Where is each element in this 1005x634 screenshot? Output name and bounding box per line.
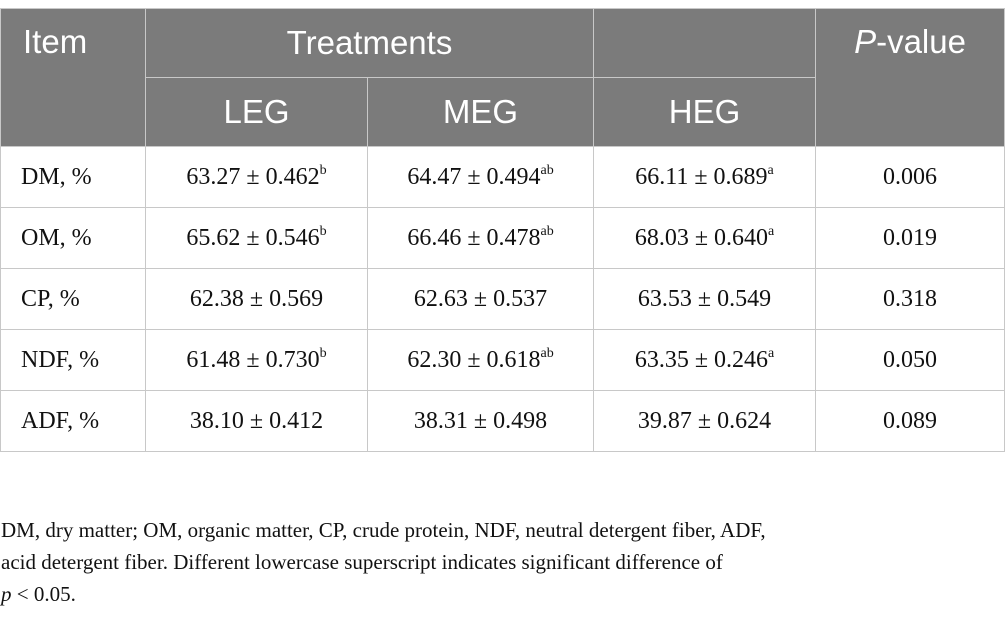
footnote-line-2: acid detergent fiber. Different lowercas… — [1, 550, 723, 574]
cell-value: 63.53 ± 0.549 — [637, 285, 772, 312]
row-label: OM, % — [0, 207, 146, 269]
cell-value: 62.30 ± 0.618 — [407, 346, 541, 373]
footnote-line-3: p < 0.05. — [1, 578, 1001, 610]
leg-header: LEG — [145, 77, 368, 147]
footnote-line-3-rest: < 0.05. — [11, 582, 76, 606]
cell-value: 66.46 ± 0.478 — [407, 224, 541, 251]
leg-cell: 62.38 ± 0.569 — [145, 268, 368, 330]
cell-superscript: a — [767, 345, 775, 361]
cell-superscript: a — [767, 223, 775, 239]
cell-value: 68.03 ± 0.640 — [634, 224, 768, 251]
table-row: ADF, % 38.10 ± 0.412 38.31 ± 0.498 39.87… — [0, 390, 1005, 452]
cell-superscript: ab — [540, 223, 554, 239]
table-row: NDF, % 61.48 ± 0.730b 62.30 ± 0.618ab 63… — [0, 329, 1005, 391]
leg-cell: 65.62 ± 0.546b — [145, 207, 368, 269]
footnote-line-1: DM, dry matter; OM, organic matter, CP, … — [1, 518, 766, 542]
table-row: CP, % 62.38 ± 0.569 62.63 ± 0.537 63.53 … — [0, 268, 1005, 330]
cell-value: 65.62 ± 0.546 — [186, 224, 320, 251]
pvalue-rest: -value — [876, 23, 966, 60]
cell-value: 38.10 ± 0.412 — [189, 407, 324, 434]
pvalue-cell: 0.050 — [815, 329, 1005, 391]
table-header: Item Treatments P-value LEG MEG HEG — [0, 8, 1005, 147]
row-label: ADF, % — [0, 390, 146, 452]
pvalue-cell: 0.006 — [815, 146, 1005, 208]
meg-header: MEG — [366, 77, 595, 147]
item-column-header: Item — [0, 8, 146, 147]
heg-cell: 63.35 ± 0.246a — [593, 329, 817, 391]
heg-cell: 39.87 ± 0.624 — [593, 390, 817, 452]
pvalue-cell: 0.019 — [815, 207, 1005, 269]
pvalue-cell: 0.089 — [815, 390, 1005, 452]
treatments-header: Treatments — [144, 8, 595, 78]
table-footnote: DM, dry matter; OM, organic matter, CP, … — [1, 514, 1001, 610]
footnote-italic-p: p — [1, 582, 12, 606]
heg-cell: 68.03 ± 0.640a — [593, 207, 817, 269]
row-label: DM, % — [0, 146, 146, 208]
leg-cell: 38.10 ± 0.412 — [145, 390, 368, 452]
cell-superscript: ab — [540, 345, 554, 361]
cell-value: 62.38 ± 0.569 — [189, 285, 324, 312]
cell-superscript: ab — [540, 162, 554, 178]
leg-cell: 63.27 ± 0.462b — [145, 146, 368, 208]
cell-value: 62.63 ± 0.537 — [413, 285, 548, 312]
cell-superscript: b — [319, 162, 327, 178]
cell-superscript: a — [767, 162, 774, 178]
row-label: NDF, % — [0, 329, 146, 391]
heg-cell: 66.11 ± 0.689a — [593, 146, 817, 208]
heg-cell: 63.53 ± 0.549 — [593, 268, 817, 330]
header-row-2: LEG MEG HEG — [1, 77, 1005, 147]
leg-cell: 61.48 ± 0.730b — [145, 329, 368, 391]
cell-value: 61.48 ± 0.730 — [186, 346, 320, 373]
heg-header: HEG — [593, 77, 817, 147]
cell-superscript: b — [319, 345, 327, 361]
blank-header-cell — [593, 8, 817, 78]
meg-cell: 38.31 ± 0.498 — [366, 390, 595, 452]
meg-cell: 62.63 ± 0.537 — [366, 268, 595, 330]
table-row: OM, % 65.62 ± 0.546b 66.46 ± 0.478ab 68.… — [0, 207, 1005, 269]
meg-cell: 66.46 ± 0.478ab — [366, 207, 595, 269]
meg-cell: 64.47 ± 0.494ab — [366, 146, 595, 208]
cell-value: 39.87 ± 0.624 — [637, 407, 772, 434]
table-body: DM, % 63.27 ± 0.462b 64.47 ± 0.494ab 66.… — [0, 146, 1005, 452]
cell-value: 66.11 ± 0.689 — [635, 163, 768, 190]
header-row-1: Item Treatments P-value — [0, 8, 1005, 147]
row-label: CP, % — [0, 268, 146, 330]
cell-superscript: b — [319, 223, 327, 239]
meg-cell: 62.30 ± 0.618ab — [366, 329, 595, 391]
cell-value: 63.27 ± 0.462 — [186, 163, 320, 190]
cell-value: 63.35 ± 0.246 — [634, 346, 768, 373]
table-row: DM, % 63.27 ± 0.462b 64.47 ± 0.494ab 66.… — [0, 146, 1005, 208]
cell-value: 64.47 ± 0.494 — [407, 163, 541, 190]
pvalue-column-header: P-value — [815, 8, 1005, 147]
pvalue-italic-p: P — [854, 23, 877, 60]
cell-value: 38.31 ± 0.498 — [413, 407, 548, 434]
pvalue-cell: 0.318 — [815, 268, 1005, 330]
results-table: Item Treatments P-value LEG MEG HEG DM, … — [0, 8, 1005, 452]
